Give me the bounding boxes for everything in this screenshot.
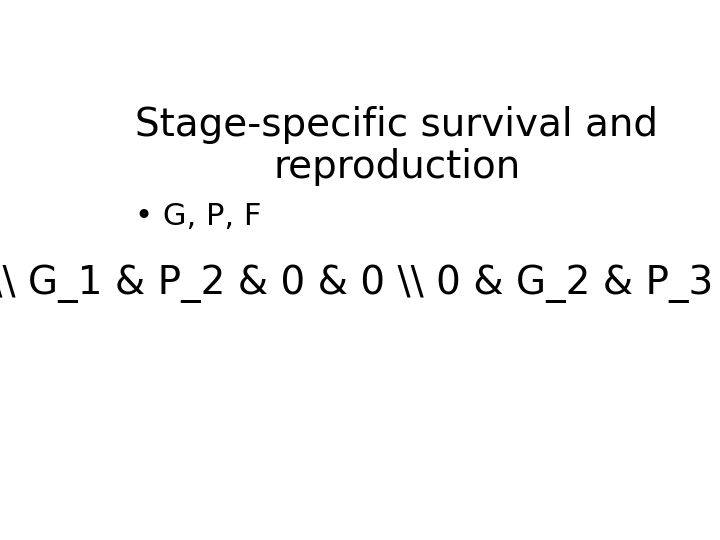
Text: • G, P, F: • G, P, F bbox=[135, 202, 261, 231]
Text: Stage-specific survival and: Stage-specific survival and bbox=[135, 106, 658, 144]
Text: \begin{pmatrix} 0 & F_2 & F_3 & 0 \\ G_1 & P_2 & 0 & 0 \\ 0 & G_2 & P_3 & 0 \\ 0: \begin{pmatrix} 0 & F_2 & F_3 & 0 \\ G_1… bbox=[0, 265, 720, 303]
Text: reproduction: reproduction bbox=[274, 148, 521, 186]
